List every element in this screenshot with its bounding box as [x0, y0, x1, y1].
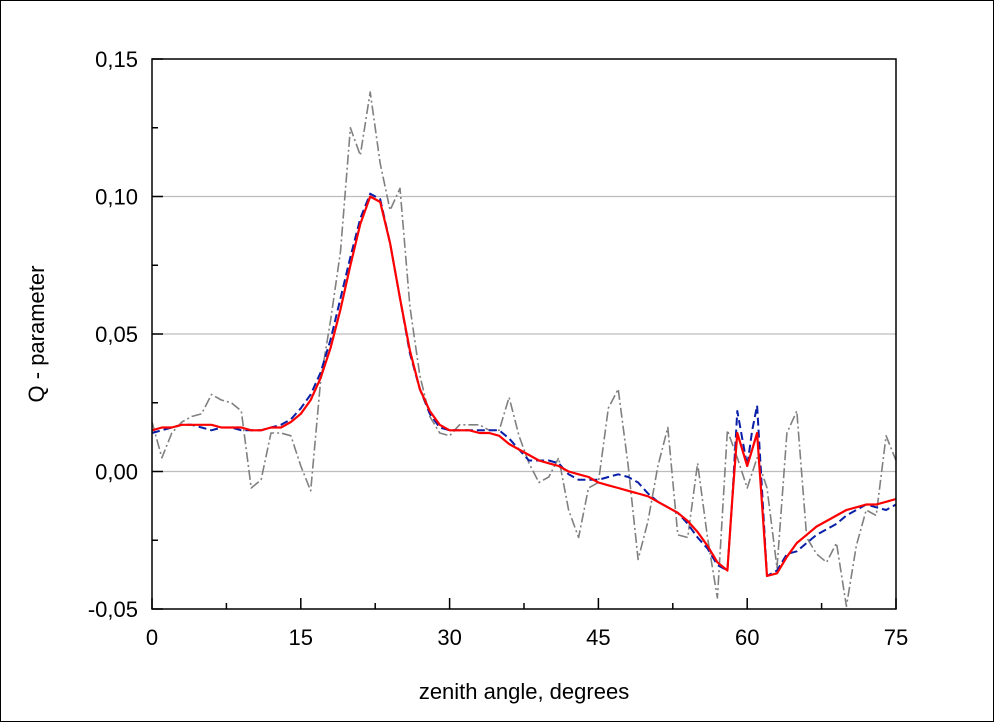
series-line-solid [151, 195, 897, 578]
y-axis: -0,05 0,00 0,05 0,10 0,15 [88, 47, 163, 622]
grid-lines [152, 195, 896, 473]
y-tick-label: -0,05 [88, 597, 138, 622]
series-layer [151, 91, 897, 608]
x-axis: 0 15 30 45 60 75 [146, 598, 908, 650]
y-tick-label: 0,05 [95, 322, 138, 347]
x-tick-label: 75 [884, 625, 908, 650]
y-tick-label: 0,15 [95, 47, 138, 72]
x-tick-label: 15 [289, 625, 313, 650]
x-axis-label: zenith angle, degrees [419, 679, 629, 704]
x-tick-label: 60 [735, 625, 759, 650]
series-line-dash-dot [151, 91, 897, 608]
x-tick-label: 45 [586, 625, 610, 650]
y-axis-label: Q - parameter [24, 266, 49, 403]
x-tick-label: 30 [437, 625, 461, 650]
series-line-dashed [151, 192, 897, 577]
x-tick-label: 0 [146, 625, 158, 650]
y-tick-label: 0,00 [95, 460, 138, 485]
y-tick-label: 0,10 [95, 185, 138, 210]
